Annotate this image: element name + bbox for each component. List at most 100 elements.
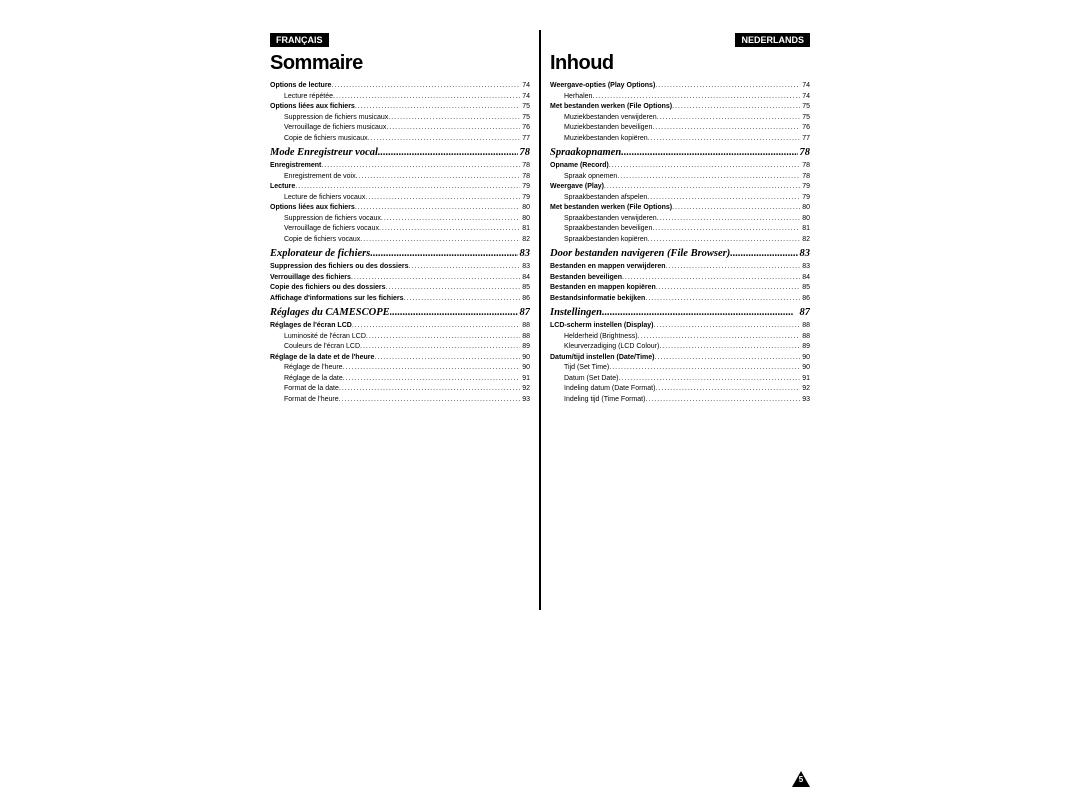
right-column: NEDERLANDS Inhoud Weergave-opties (Play … [540, 30, 820, 763]
toc-entry: Réglage de la date et de l'heure90 [270, 353, 530, 364]
toc-entry: Indeling tijd (Time Format)93 [550, 395, 810, 406]
section-page: 87 [798, 307, 811, 318]
toc-entry: Bestanden en mappen verwijderen83 [550, 262, 810, 273]
entry-page: 78 [520, 172, 530, 183]
toc-entry: Spraak opnemen78 [550, 172, 810, 183]
entry-label: Lecture de fichiers vocaux [270, 193, 365, 204]
toc-entry: Options liées aux fichiers80 [270, 203, 530, 214]
entry-label: Options liées aux fichiers [270, 203, 355, 214]
toc-entry: Options liées aux fichiers75 [270, 102, 530, 113]
leader-dots [659, 342, 800, 353]
toc-entry: Suppression de fichiers vocaux80 [270, 214, 530, 225]
section-label: Spraakopnamen [550, 147, 621, 158]
leader-dots [339, 384, 520, 395]
entry-label: Verrouillage des fichiers [270, 273, 351, 284]
entry-label: Suppression de fichiers musicaux [270, 113, 388, 124]
leader-dots [360, 342, 520, 353]
toc-entry: Bestanden beveiligen84 [550, 273, 810, 284]
entry-page: 83 [520, 262, 530, 273]
toc-entry: Datum (Set Date)91 [550, 374, 810, 385]
title-right: Inhoud [550, 52, 810, 75]
leader-dots [386, 283, 521, 294]
entry-label: Spraakbestanden beveiligen [550, 224, 652, 235]
entry-page: 92 [800, 384, 810, 395]
entry-page: 79 [520, 182, 530, 193]
leader-dots [730, 248, 797, 259]
page-number: 5 [797, 775, 805, 784]
toc-entry: Spraakbestanden kopiëren82 [550, 235, 810, 246]
leader-dots [333, 92, 520, 103]
entry-label: Muziekbestanden beveiligen [550, 123, 652, 134]
toc-entry: Herhalen74 [550, 92, 810, 103]
leader-dots [378, 147, 518, 158]
entry-page: 75 [520, 113, 530, 124]
entry-page: 90 [520, 363, 530, 374]
toc-entry: Copie de fichiers musicaux77 [270, 134, 530, 145]
entry-label: Réglage de la date et de l'heure [270, 353, 374, 364]
entry-label: Bestanden en mappen kopiëren [550, 283, 656, 294]
entry-page: 81 [800, 224, 810, 235]
entry-page: 85 [520, 283, 530, 294]
entry-label: Enregistrement de voix [270, 172, 356, 183]
leader-dots [360, 235, 520, 246]
leader-dots [655, 81, 800, 92]
toc-entry: Lecture répétée74 [270, 92, 530, 103]
entry-page: 88 [800, 332, 810, 343]
entry-page: 81 [520, 224, 530, 235]
leader-dots [368, 134, 521, 145]
entry-label: Bestandsinformatie bekijken [550, 294, 645, 305]
entry-label: Spraakbestanden verwijderen [550, 214, 657, 225]
leader-dots [390, 307, 518, 318]
toc-entry: Enregistrement78 [270, 161, 530, 172]
leader-dots [657, 113, 801, 124]
leader-dots [655, 384, 800, 395]
toc-entry: Tijd (Set Time)90 [550, 363, 810, 374]
leader-dots [652, 123, 800, 134]
toc-entry: Suppression de fichiers musicaux 75 [270, 113, 530, 124]
leader-dots [602, 307, 798, 318]
leader-dots [355, 102, 520, 113]
toc-entry: Muziekbestanden verwijderen 75 [550, 113, 810, 124]
entry-page: 90 [800, 363, 810, 374]
toc-entry: Weergave (Play)79 [550, 182, 810, 193]
leader-dots [331, 81, 520, 92]
toc-section-heading: Explorateur de fichiers83 [270, 248, 530, 259]
section-page: 83 [798, 248, 811, 259]
entry-label: Herhalen [550, 92, 592, 103]
entry-page: 84 [800, 273, 810, 284]
title-left: Sommaire [270, 52, 530, 75]
entry-label: Format de la date [270, 384, 339, 395]
section-page: 78 [518, 147, 531, 158]
leader-dots [381, 214, 520, 225]
toc-entry: Copie de fichiers vocaux82 [270, 235, 530, 246]
toc-entry: Weergave-opties (Play Options)74 [550, 81, 810, 92]
entry-label: Indeling tijd (Time Format) [550, 395, 645, 406]
leader-dots [653, 321, 800, 332]
entry-page: 80 [800, 214, 810, 225]
entry-label: Spraakbestanden afspelen [550, 193, 647, 204]
entry-page: 78 [800, 161, 810, 172]
entry-label: Réglage de la date [270, 374, 343, 385]
toc-entry: Lecture de fichiers vocaux79 [270, 193, 530, 204]
toc-entry: Met bestanden werken (File Options)75 [550, 102, 810, 113]
entry-page: 89 [520, 342, 530, 353]
leader-dots [647, 193, 800, 204]
left-column: FRANÇAIS Sommaire Options de lecture74Le… [260, 30, 540, 763]
section-label: Explorateur de fichiers [270, 248, 370, 259]
leader-dots [352, 321, 520, 332]
entry-page: 90 [800, 353, 810, 364]
leader-dots [386, 123, 520, 134]
leader-dots [356, 172, 521, 183]
entry-label: Muziekbestanden kopiëren [550, 134, 648, 145]
entry-page: 75 [800, 113, 810, 124]
entry-page: 82 [520, 235, 530, 246]
entry-label: Couleurs de l'écran LCD [270, 342, 360, 353]
leader-dots [618, 374, 800, 385]
leader-dots [648, 134, 801, 145]
entry-label: Muziekbestanden verwijderen [550, 113, 657, 124]
toc-section-heading: Door bestanden navigeren (File Browser)8… [550, 248, 810, 259]
toc-entry: Spraakbestanden beveiligen 81 [550, 224, 810, 235]
entry-page: 78 [800, 172, 810, 183]
page-number-triangle: 5 [792, 771, 810, 787]
entry-page: 83 [800, 262, 810, 273]
